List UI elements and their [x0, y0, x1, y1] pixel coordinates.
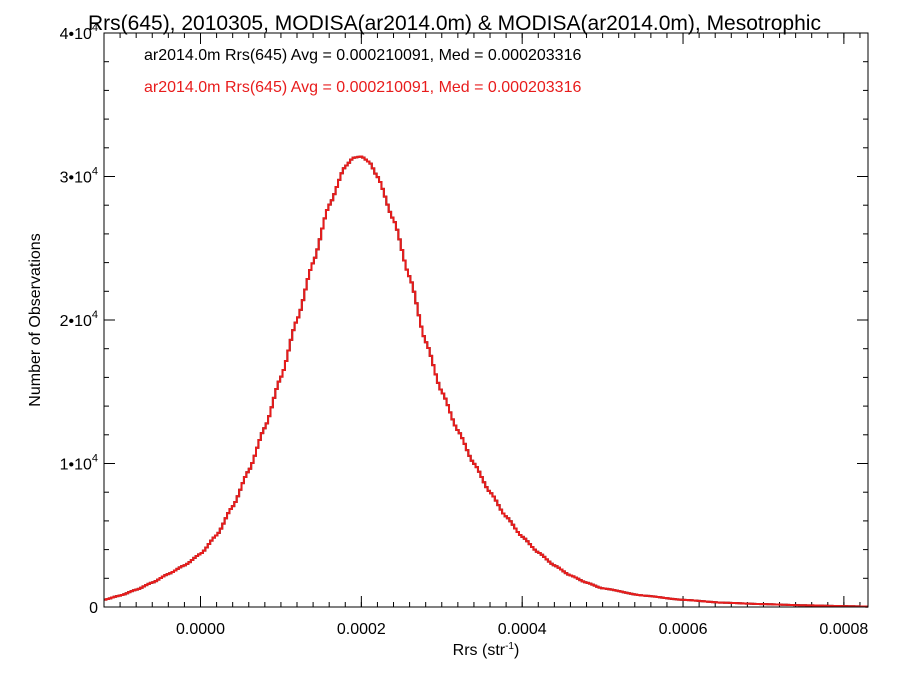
- series-line-1: [104, 155, 868, 608]
- plot-frame: [103, 32, 869, 608]
- series-group: [104, 155, 868, 608]
- axis-tick-labels: 0.0000 0.0002 0.0004 0.0006 0.0008 0 1•104 2•10…: [60, 22, 869, 638]
- x-tick-label: 0.0008: [819, 621, 868, 638]
- x-axis-label-base: Rrs (str: [453, 642, 506, 659]
- series-line-2: [104, 155, 868, 608]
- y-tick-label: 0: [89, 600, 98, 617]
- x-tick-label: 0.0002: [337, 621, 386, 638]
- y-tick-label: 4•104: [60, 22, 98, 43]
- y-tick-label: 2•104: [60, 309, 98, 330]
- legend-entry-1: ar2014.0m Rrs(645) Avg = 0.000210091, Me…: [144, 47, 581, 64]
- axis-ticks: [103, 32, 868, 608]
- y-axis-label-group: Number of Observations: [27, 233, 44, 406]
- y-axis-label: Number of Observations: [27, 233, 44, 406]
- x-axis-label-end: ): [514, 642, 519, 659]
- legend-entry-2: ar2014.0m Rrs(645) Avg = 0.000210091, Me…: [144, 79, 581, 96]
- y-tick-label: 1•104: [60, 453, 98, 474]
- x-axis-label: Rrs (str-1): [453, 641, 520, 659]
- x-tick-label: 0.0000: [176, 621, 225, 638]
- x-tick-label: 0.0006: [659, 621, 708, 638]
- chart-title: Rrs(645), 2010305, MODISA(ar2014.0m) & M…: [88, 12, 821, 35]
- x-axis-label-sup: -1: [505, 641, 514, 652]
- y-tick-label: 3•104: [60, 166, 98, 187]
- x-tick-label: 0.0004: [498, 621, 547, 638]
